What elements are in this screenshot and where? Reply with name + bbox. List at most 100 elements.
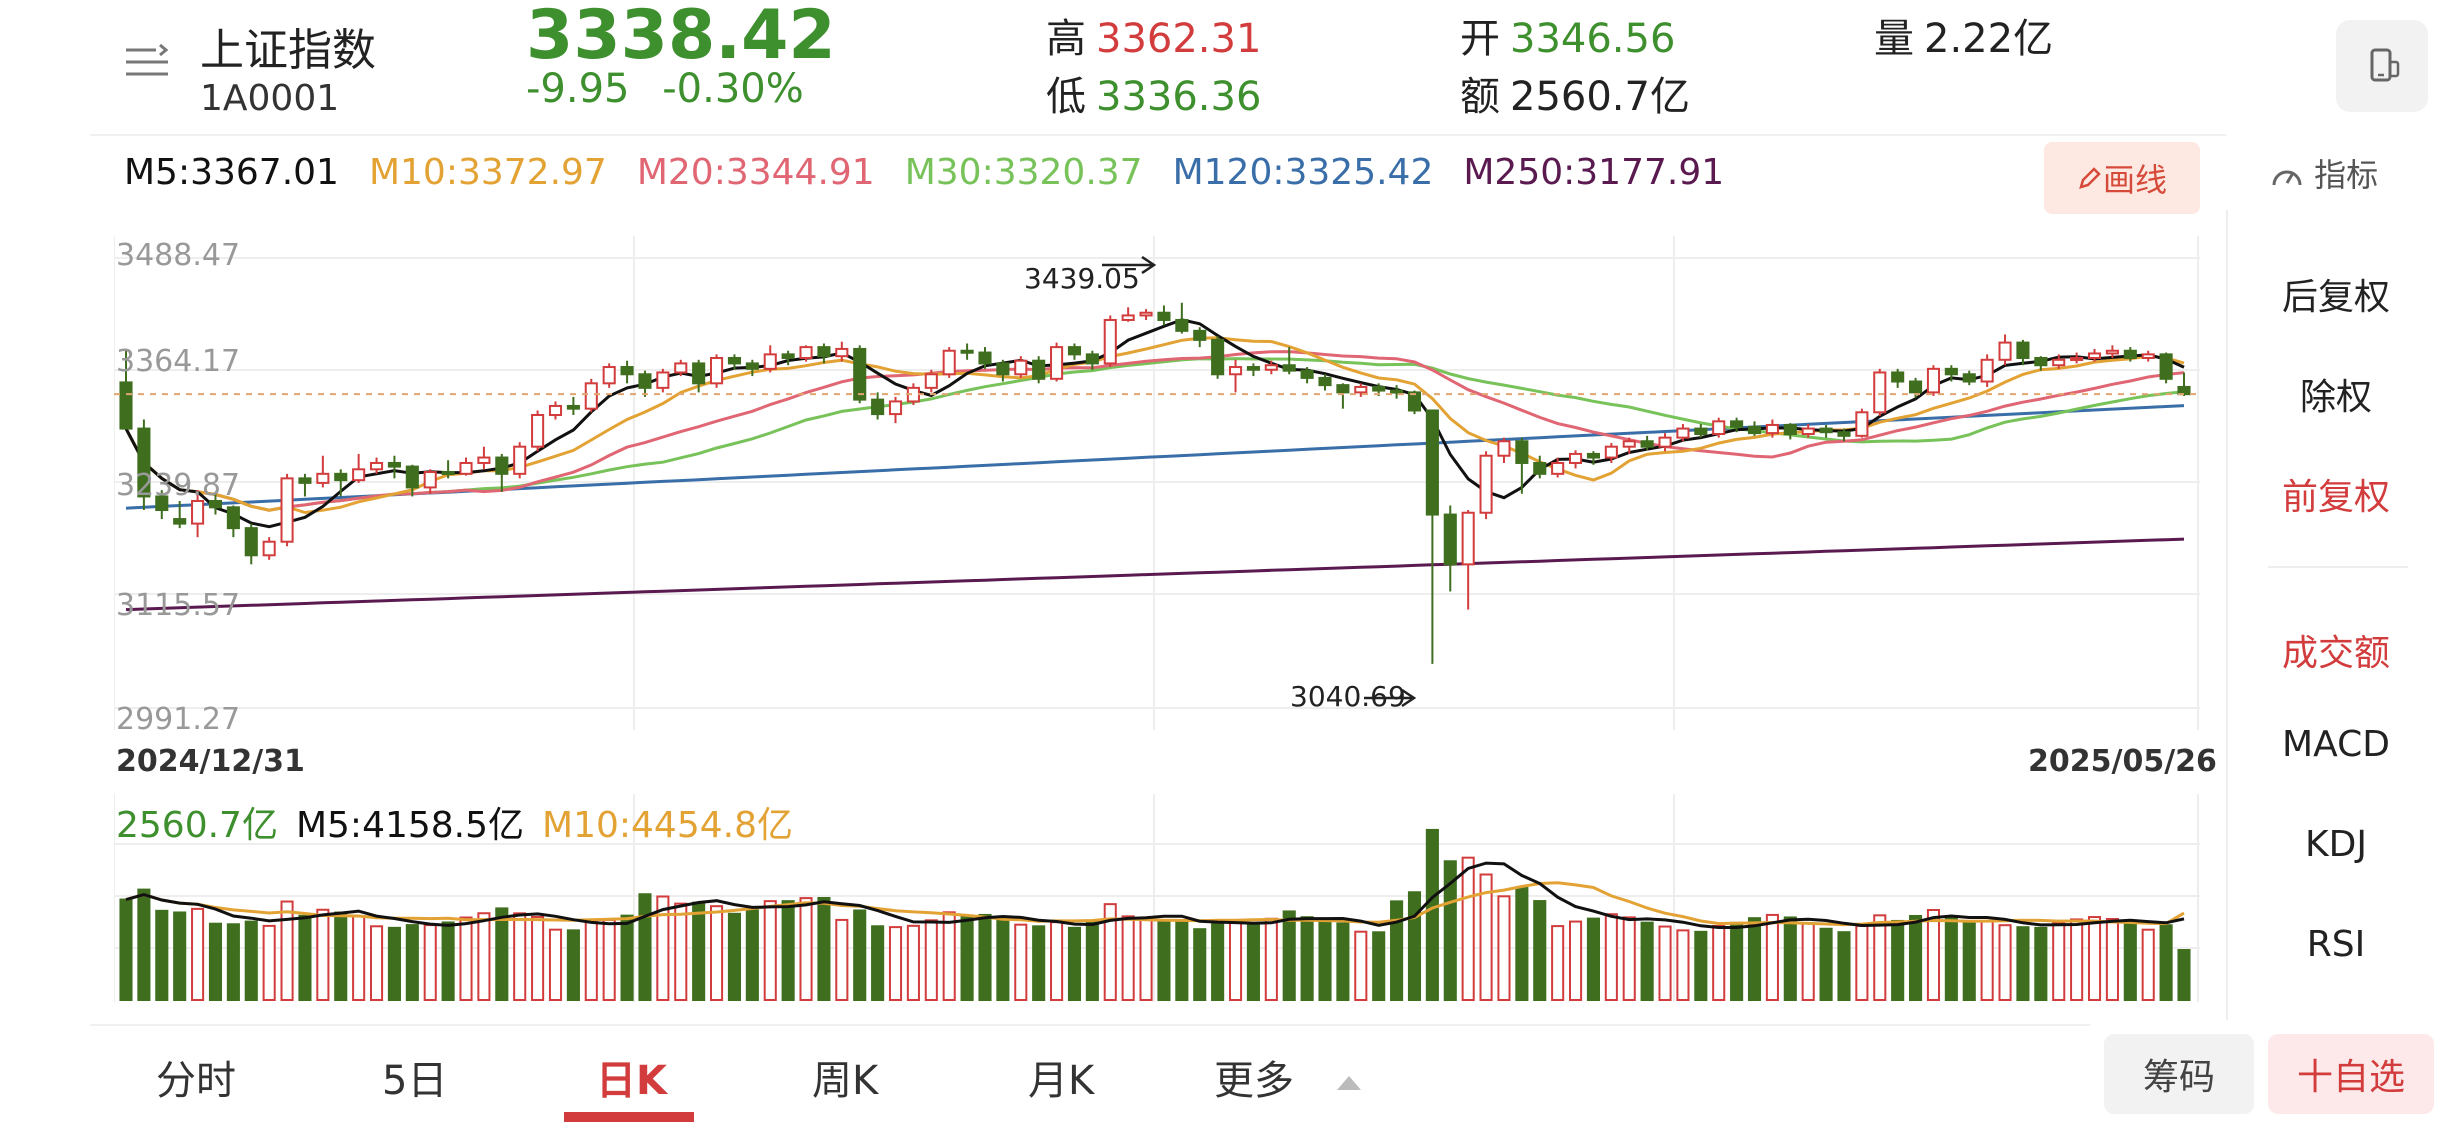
volume-chart[interactable]	[114, 794, 2200, 1002]
phone-icon[interactable]	[2336, 20, 2428, 112]
candle-body	[1067, 346, 1082, 356]
tab-weekly-k[interactable]: 周K	[812, 1058, 879, 1104]
volume-bar	[656, 895, 670, 1001]
candle-body	[638, 373, 652, 389]
volume-bar	[1712, 924, 1726, 1001]
volume-bar	[1425, 828, 1439, 1001]
volume-bar	[1479, 873, 1493, 1001]
candle-body	[1712, 420, 1726, 436]
volume-m5-line	[125, 861, 2185, 929]
volume-bar	[1926, 909, 1941, 1001]
side-divider	[2268, 566, 2408, 568]
side-item-kdj[interactable]: KDJ	[2305, 824, 2367, 865]
volume-bar	[1658, 925, 1672, 1001]
chips-button[interactable]: 筹码	[2104, 1034, 2254, 1114]
volume-bar	[2177, 949, 2191, 1002]
side-item-rsi[interactable]: RSI	[2306, 924, 2366, 965]
volume-bar	[316, 908, 330, 1001]
candle-body	[1586, 452, 1600, 459]
volume-bar	[1461, 856, 1475, 1001]
candle-body	[978, 351, 992, 365]
volume-bar	[1801, 922, 1815, 1001]
ma120-label: M120:3325.42	[1172, 152, 1434, 193]
candle-body	[853, 347, 867, 401]
menu-icon[interactable]	[122, 40, 172, 90]
candle-body	[316, 472, 330, 484]
volume-bar	[280, 900, 294, 1001]
low-value: 3336.36	[1096, 74, 1262, 120]
side-item-macd[interactable]: MACD	[2282, 724, 2390, 765]
volume-bar	[1837, 931, 1851, 1001]
draw-line-button[interactable]: 画线	[2044, 142, 2200, 214]
volume-bar	[602, 918, 616, 1001]
candle-body	[1515, 440, 1529, 464]
volume-bar	[1443, 860, 1457, 1002]
high-stat: 高 3362.31	[1046, 16, 1262, 62]
candle-body	[548, 404, 563, 417]
candle-body	[602, 366, 616, 385]
volume-m10-line	[125, 881, 2185, 927]
start-date: 2024/12/31	[116, 744, 305, 779]
candle-body	[2123, 349, 2137, 359]
candle-body	[924, 373, 938, 389]
volume-bar	[1407, 891, 1422, 1001]
tab-5day[interactable]: 5日	[382, 1058, 448, 1104]
volume-current: 2560.7亿	[116, 805, 278, 846]
volume-bar	[888, 926, 903, 1002]
tab-daily-k[interactable]: 日K	[596, 1058, 667, 1104]
volume-bar	[1747, 917, 1762, 1001]
candle-body	[1085, 353, 1099, 365]
candle-body	[1640, 440, 1654, 448]
change-value: -9.95	[526, 66, 630, 112]
candle-body	[1139, 311, 1153, 317]
candle-body	[1551, 461, 1565, 475]
kline-chart[interactable]	[114, 236, 2200, 730]
tab-monthly-k[interactable]: 月K	[1028, 1058, 1095, 1104]
candle-body	[763, 353, 777, 370]
change-percent: -0.30%	[662, 66, 804, 112]
candle-body	[1282, 364, 1296, 372]
side-item-pre-adjust[interactable]: 前复权	[2281, 477, 2390, 518]
side-item-post-adjust[interactable]: 后复权	[2281, 277, 2390, 318]
candle-body	[1372, 385, 1386, 392]
triangle-up-icon	[1336, 1076, 1361, 1090]
tab-more[interactable]: 更多	[1214, 1048, 1363, 1106]
volume-bar	[1855, 924, 1869, 1002]
volume-bar	[2087, 916, 2102, 1001]
side-item-amount[interactable]: 成交额	[2281, 633, 2390, 674]
volume-bar	[1569, 920, 1583, 1001]
volume-m10: M10:4454.8亿	[542, 805, 793, 846]
volume-bar	[1300, 916, 1314, 1001]
volume-bar	[1533, 900, 1547, 1001]
open-value: 3346.56	[1510, 16, 1676, 62]
tab-intraday[interactable]: 分时	[156, 1058, 236, 1104]
candle-body	[423, 471, 437, 489]
volume-m5: M5:4158.5亿	[295, 805, 525, 846]
volume-bar	[1604, 913, 1618, 1001]
volume-bar	[2123, 922, 2137, 1001]
volume-bar	[191, 907, 205, 1001]
volume-bar	[1014, 923, 1028, 1002]
candle-body	[441, 471, 455, 476]
volume-bar	[1372, 931, 1386, 1001]
candle-body	[1569, 452, 1583, 464]
indicator-header[interactable]: 指标	[2270, 150, 2378, 196]
candle-body	[799, 346, 813, 359]
side-item-ex-rights[interactable]: 除权	[2299, 377, 2372, 418]
volume-bar	[137, 888, 151, 1001]
candle-body	[1300, 369, 1314, 379]
candle-body	[531, 414, 545, 448]
candle-body	[2087, 352, 2102, 359]
candle-body	[2034, 356, 2048, 367]
volume-legend: 2560.7亿 M5:4158.5亿 M10:4454.8亿	[116, 796, 793, 848]
end-date: 2025/05/26	[2028, 744, 2217, 779]
volume-bar	[942, 911, 956, 1001]
volume-bar	[1873, 914, 1887, 1001]
volume-bar	[262, 924, 276, 1001]
candle-body	[1228, 366, 1243, 376]
add-favorite-button[interactable]: 十自选	[2268, 1034, 2434, 1114]
volume-bar	[1819, 927, 1833, 1002]
y-tick-label: 3239.87	[116, 468, 241, 503]
candle-body	[1962, 373, 1976, 383]
volume-bar	[1318, 920, 1332, 1001]
